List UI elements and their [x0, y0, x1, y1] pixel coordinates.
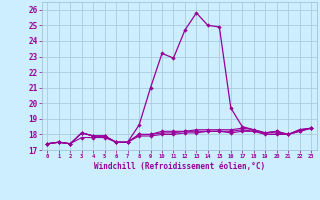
X-axis label: Windchill (Refroidissement éolien,°C): Windchill (Refroidissement éolien,°C) — [94, 162, 265, 171]
